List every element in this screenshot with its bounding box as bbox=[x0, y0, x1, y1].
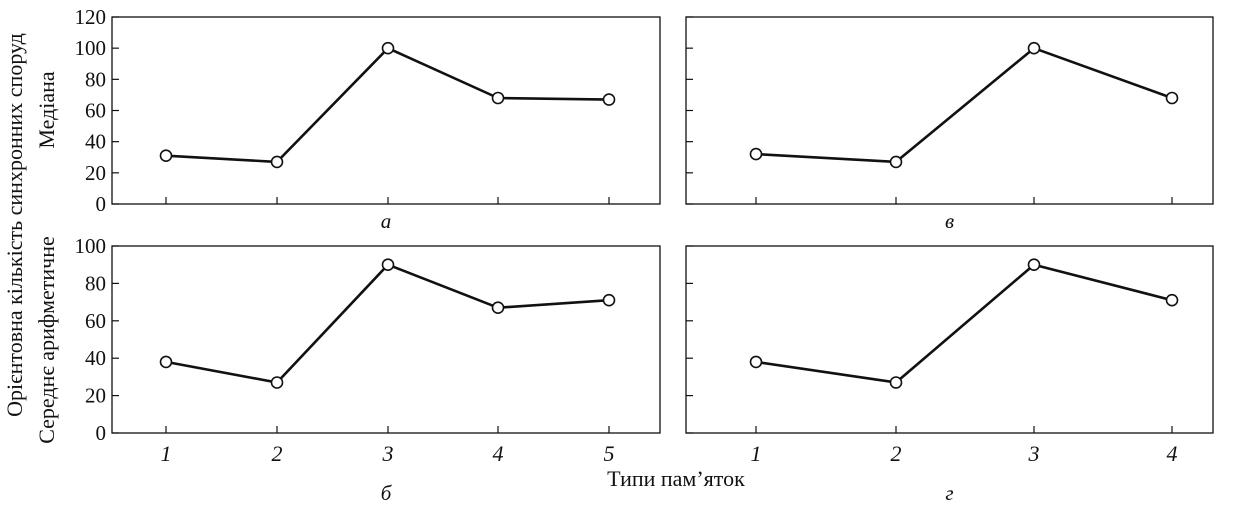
x-tick-label: 1 bbox=[161, 441, 172, 466]
series-line bbox=[755, 46, 1173, 164]
y-tick-label: 0 bbox=[96, 192, 107, 216]
data-point bbox=[381, 258, 395, 272]
x-tick-label: 2 bbox=[891, 441, 902, 466]
panel-a: 0 20 40 60 80 100 120 а bbox=[75, 5, 661, 233]
data-point bbox=[159, 355, 173, 369]
y-tick-label: 60 bbox=[85, 99, 106, 123]
y-tick-label: 20 bbox=[85, 161, 106, 185]
data-point bbox=[889, 155, 903, 169]
series-line bbox=[165, 46, 610, 164]
x-tick-label: 2 bbox=[272, 441, 283, 466]
panel-label: а bbox=[381, 209, 392, 233]
x-tick-label: 5 bbox=[604, 441, 615, 466]
x-axis-label: Типи пам’яток bbox=[607, 466, 745, 491]
data-point bbox=[491, 301, 505, 315]
x-tick-label: 3 bbox=[382, 441, 394, 466]
y-tick-label: 40 bbox=[85, 346, 106, 370]
y-tick-label: 80 bbox=[85, 67, 106, 91]
panel-v: в bbox=[685, 16, 1214, 233]
data-point bbox=[491, 91, 505, 105]
plot-frame bbox=[685, 16, 1214, 205]
x-tick-label: 3 bbox=[1028, 441, 1040, 466]
panel-b: 0 20 40 60 80 100 1 2 3 4 5 б bbox=[75, 234, 661, 505]
panel-label: г bbox=[945, 481, 953, 505]
data-point bbox=[1027, 41, 1041, 55]
x-tick-label: 1 bbox=[751, 441, 762, 466]
plot-frame bbox=[685, 245, 1214, 434]
y-tick-label: 80 bbox=[85, 271, 106, 295]
data-point bbox=[749, 355, 763, 369]
data-point bbox=[270, 155, 284, 169]
data-point bbox=[159, 149, 173, 162]
data-point bbox=[749, 147, 763, 161]
data-point bbox=[602, 293, 616, 307]
x-tick-label: 4 bbox=[493, 441, 504, 466]
plot-frame bbox=[111, 245, 661, 434]
y-tick-label: 40 bbox=[85, 130, 106, 154]
y-axis-label-median: Медіана bbox=[34, 71, 59, 149]
data-point bbox=[889, 376, 903, 389]
y-tick-label: 20 bbox=[85, 384, 106, 408]
y-axis-label-mean: Середнє арифметичне bbox=[34, 236, 59, 444]
y-tick-label: 120 bbox=[75, 5, 107, 29]
panel-g: 1 2 3 4 г bbox=[685, 245, 1214, 505]
series-line bbox=[755, 263, 1173, 384]
data-point bbox=[602, 93, 616, 106]
panel-label: в bbox=[945, 209, 954, 233]
panel-label: б bbox=[381, 481, 393, 505]
y-tick-label: 100 bbox=[75, 234, 107, 258]
data-point bbox=[381, 41, 395, 55]
data-point bbox=[1165, 91, 1179, 105]
y-tick-label: 0 bbox=[96, 421, 107, 445]
y-outer-label: Орієнтовна кількість синхронних споруд bbox=[2, 33, 27, 417]
data-point bbox=[1165, 293, 1179, 307]
x-tick-label: 4 bbox=[1167, 441, 1178, 466]
data-point bbox=[1027, 258, 1041, 272]
series-line bbox=[165, 263, 610, 384]
data-point bbox=[270, 376, 284, 389]
y-tick-label: 60 bbox=[85, 309, 106, 333]
y-tick-label: 100 bbox=[75, 36, 107, 60]
